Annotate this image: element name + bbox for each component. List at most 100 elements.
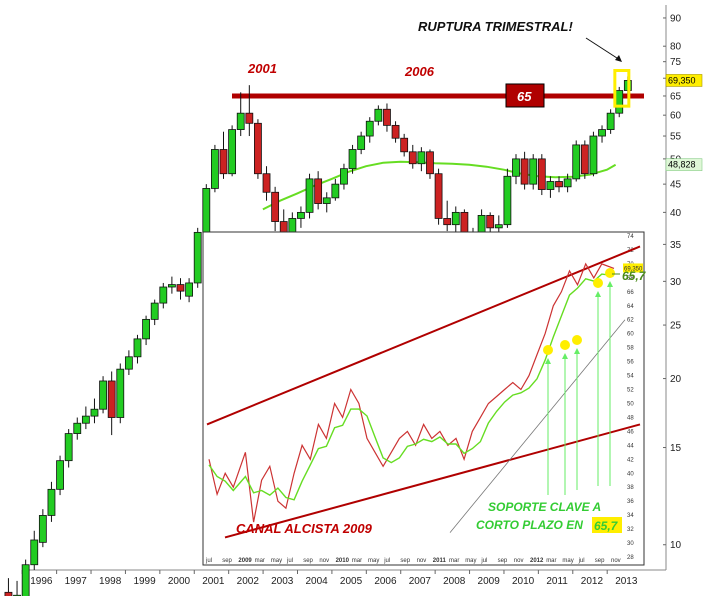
candle-body — [546, 181, 555, 190]
inset-x-tick-label: mar — [546, 558, 556, 564]
x-tick-label: 2005 — [340, 576, 363, 587]
candle — [271, 186, 280, 232]
x-tick-label: 2007 — [409, 576, 432, 587]
inset-y-tick-label: 56 — [627, 360, 634, 366]
candle-body — [391, 124, 400, 139]
candle — [529, 154, 538, 190]
inset-ma-line — [208, 273, 615, 501]
x-tick-label: 2013 — [615, 576, 638, 587]
candle-body — [383, 108, 391, 126]
candle — [56, 455, 64, 496]
candle-body — [150, 302, 159, 320]
inset-y-tick-label: 36 — [627, 499, 634, 505]
ma-value-box — [665, 158, 703, 172]
y-tick-label: 65 — [670, 91, 682, 102]
candle — [90, 398, 99, 424]
candle-body — [228, 129, 237, 175]
candle-body — [503, 175, 512, 226]
ma-value-label: 48,828 — [668, 160, 696, 170]
candle-body — [606, 112, 615, 130]
candle — [193, 227, 202, 288]
inset-x-tick-label: jul — [286, 558, 293, 564]
inset-last-price-box — [623, 263, 643, 273]
x-tick-label: 2008 — [443, 576, 466, 587]
inset-y-tick-label: 66 — [627, 290, 634, 296]
inset-x-tick-label: sep — [498, 558, 508, 564]
candle-body — [494, 224, 503, 229]
y-tick-label: 35 — [670, 240, 682, 251]
inset-chart: 28 30 32 34 36 38 40 42 44 46 48 50 52 54 56 58 60 62 64 66… — [202, 231, 645, 566]
support-arrowhead — [545, 358, 551, 364]
inset-y-tick-label: 64 — [627, 304, 634, 310]
x-tick-label: 2006 — [374, 576, 397, 587]
inset-y-tick-label: 44 — [627, 443, 634, 449]
candle-body — [512, 158, 520, 177]
candle-body — [563, 178, 572, 188]
inset-x-tick-label: 2010 — [336, 558, 350, 564]
candle-body — [176, 284, 185, 292]
candle-body — [477, 214, 486, 235]
x-tick-label: 2010 — [512, 576, 535, 587]
inset-y-tick-label: 30 — [627, 541, 634, 547]
candle-body — [529, 158, 538, 185]
candle-body — [159, 286, 168, 304]
candle — [374, 105, 383, 126]
candle — [228, 125, 237, 177]
candle-body — [615, 90, 624, 114]
channel-lower-line — [224, 423, 641, 539]
y-tick-label: 60 — [670, 111, 682, 122]
candle-body — [297, 211, 305, 219]
candle — [99, 376, 107, 414]
candle-body — [271, 191, 280, 222]
candle — [124, 350, 133, 375]
candle — [322, 192, 331, 213]
candle-body — [572, 144, 581, 180]
candle — [133, 334, 142, 364]
candle-body — [357, 135, 366, 150]
main-chart: 1015202530354045505560657075809019961997… — [4, 5, 703, 596]
support-arrowhead — [562, 353, 568, 359]
support-point — [593, 278, 603, 288]
y-tick-label: 25 — [670, 321, 682, 332]
candle-body — [47, 488, 56, 516]
support-point — [605, 268, 615, 278]
candle-body — [236, 112, 245, 130]
candle — [408, 144, 417, 169]
candle-body — [408, 151, 417, 165]
inset-y-tick-label: 42 — [627, 457, 634, 463]
candle — [555, 176, 563, 193]
candle — [167, 276, 176, 294]
inset-x-tick-label: may — [562, 558, 573, 564]
candle-body — [4, 591, 13, 596]
candle — [107, 371, 116, 436]
y-tick-label: 40 — [670, 208, 682, 219]
candle-body — [348, 149, 357, 170]
candle-body — [124, 356, 133, 370]
support-arrowhead — [595, 291, 601, 297]
candle-body — [107, 380, 116, 418]
candle-body — [245, 112, 254, 124]
candle — [262, 166, 271, 201]
y-tick-label: 20 — [670, 374, 682, 385]
candle — [30, 530, 39, 570]
candle-body — [142, 318, 150, 340]
inset-x-tick-label: jul — [480, 558, 487, 564]
candle — [297, 206, 305, 228]
candle-body — [537, 158, 546, 190]
candle — [176, 278, 185, 300]
annotation-support-line1: SOPORTE CLAVE A — [488, 500, 601, 514]
candle — [503, 168, 512, 228]
candle-body — [193, 231, 202, 284]
candle-body — [426, 151, 434, 175]
last-price-label: 69,350 — [668, 75, 696, 85]
candle — [219, 131, 228, 179]
candle-body — [185, 282, 193, 297]
candle-body — [434, 173, 443, 219]
inset-x-tick-label: sep — [303, 558, 313, 564]
candle-body — [340, 168, 348, 185]
x-tick-label: 2002 — [237, 576, 260, 587]
candle — [116, 363, 125, 424]
candle — [365, 117, 374, 143]
candle-body — [365, 120, 374, 137]
